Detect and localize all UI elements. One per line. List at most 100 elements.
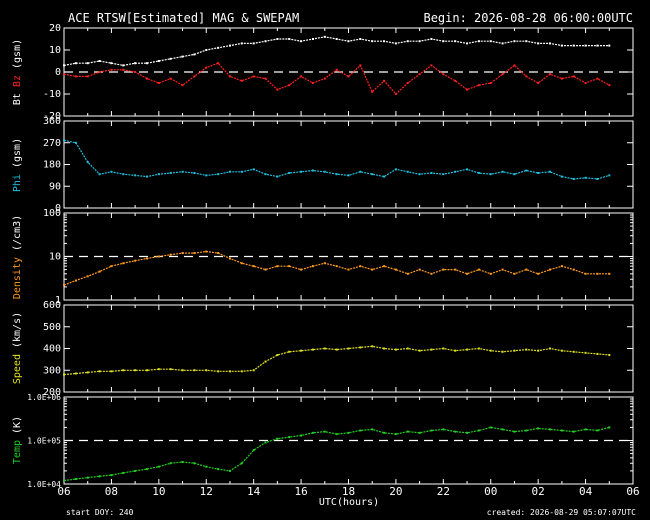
data-point-density <box>335 265 338 268</box>
y-axis-label: Bt Bz (gsm) <box>12 39 23 105</box>
data-point-density <box>157 255 160 258</box>
data-point-bz <box>323 77 326 80</box>
data-point-bt <box>74 62 77 65</box>
x-tick-label: 04 <box>579 485 593 498</box>
data-point-bz <box>264 77 267 80</box>
data-point-phi <box>335 173 338 176</box>
data-point-bt <box>98 60 101 62</box>
data-point-bt <box>394 42 397 45</box>
data-point-phi <box>430 171 433 174</box>
data-point-speed <box>335 348 338 351</box>
data-point-bz <box>300 75 303 78</box>
data-point-phi <box>252 168 255 171</box>
data-point-bt <box>63 64 65 67</box>
x-tick-label: 10 <box>152 485 165 498</box>
data-point-bt <box>217 46 220 49</box>
data-point-bz <box>145 77 148 80</box>
data-point-bt <box>501 42 504 45</box>
y-axis-label-name: Phi <box>12 174 23 192</box>
data-point-bz <box>110 68 113 71</box>
data-point-speed <box>430 348 433 351</box>
data-point-density <box>169 253 172 256</box>
data-point-speed <box>276 354 279 357</box>
data-point-phi <box>311 169 314 172</box>
data-point-bz <box>86 75 89 78</box>
data-point-speed <box>466 348 469 351</box>
data-point-temp <box>383 431 386 434</box>
data-point-density <box>537 272 540 275</box>
data-point-bz <box>430 64 433 67</box>
data-point-bt <box>323 35 326 38</box>
data-point-bz <box>489 82 492 84</box>
data-point-bt <box>335 38 338 40</box>
data-point-bz <box>466 88 469 91</box>
x-tick-label: 22 <box>437 485 450 498</box>
data-point-density <box>98 270 101 273</box>
data-point-bt <box>181 55 184 58</box>
data-point-phi <box>359 170 362 173</box>
y-axis-label-name: Density <box>12 257 23 299</box>
data-point-temp <box>240 462 243 465</box>
data-point-temp <box>63 479 65 482</box>
data-point-bz <box>477 84 480 87</box>
data-point-temp <box>110 474 113 477</box>
series-trace-speed <box>63 345 610 376</box>
data-point-speed <box>383 347 386 350</box>
data-point-phi <box>513 173 516 176</box>
data-point-bz <box>501 73 504 76</box>
data-point-phi <box>394 168 397 171</box>
x-tick-label: 06 <box>626 485 639 498</box>
data-point-density <box>181 252 184 255</box>
data-point-phi <box>110 170 113 173</box>
data-point-bz <box>406 82 409 84</box>
data-point-temp <box>501 428 504 431</box>
data-point-phi <box>596 178 599 180</box>
data-point-phi <box>228 170 231 173</box>
data-point-bz <box>228 75 231 78</box>
data-point-temp <box>276 437 279 440</box>
data-point-temp <box>418 431 421 434</box>
x-tick-label: 14 <box>247 485 261 498</box>
x-tick-label: 06 <box>57 485 70 498</box>
data-point-density <box>252 265 255 268</box>
data-point-bt <box>240 42 243 45</box>
data-point-bz <box>74 75 77 78</box>
data-point-speed <box>264 360 267 363</box>
panel-temp: 1.0E+06 1.0E+05 1.0E+04 Temp (K) <box>12 393 634 489</box>
data-point-bt <box>288 38 291 40</box>
data-point-temp <box>560 429 563 432</box>
start-doy: start DOY: 240 <box>66 508 134 517</box>
data-point-density <box>383 265 386 268</box>
data-point-phi <box>145 175 148 178</box>
data-point-speed <box>537 349 540 352</box>
y-tick-label: 500 <box>43 322 61 333</box>
data-point-temp <box>145 468 148 471</box>
data-point-density <box>501 268 504 271</box>
y-tick-label: 20 <box>49 23 61 34</box>
data-point-bt <box>264 40 267 43</box>
data-point-bz <box>276 88 279 91</box>
data-point-temp <box>228 469 231 472</box>
data-point-bz <box>193 75 196 78</box>
data-point-density <box>489 272 492 275</box>
data-point-speed <box>86 371 89 374</box>
data-point-bt <box>549 42 552 45</box>
data-point-temp <box>477 429 480 432</box>
x-tick-label: 08 <box>105 485 118 498</box>
data-point-speed <box>418 349 421 352</box>
data-point-density <box>193 252 196 255</box>
data-point-temp <box>584 428 587 431</box>
data-point-bz <box>394 93 397 95</box>
y-tick-label: 0 <box>55 67 61 78</box>
data-point-phi <box>181 170 184 173</box>
data-point-bt <box>276 38 279 40</box>
data-point-phi <box>169 171 172 174</box>
y-axis-label-unit: (/cm3) <box>12 215 23 257</box>
data-point-bt <box>145 62 148 65</box>
data-point-temp <box>323 430 326 433</box>
data-point-speed <box>122 369 125 372</box>
data-point-bt <box>252 42 255 45</box>
data-point-density <box>110 265 113 268</box>
data-point-density <box>74 279 77 282</box>
data-point-speed <box>63 373 65 376</box>
